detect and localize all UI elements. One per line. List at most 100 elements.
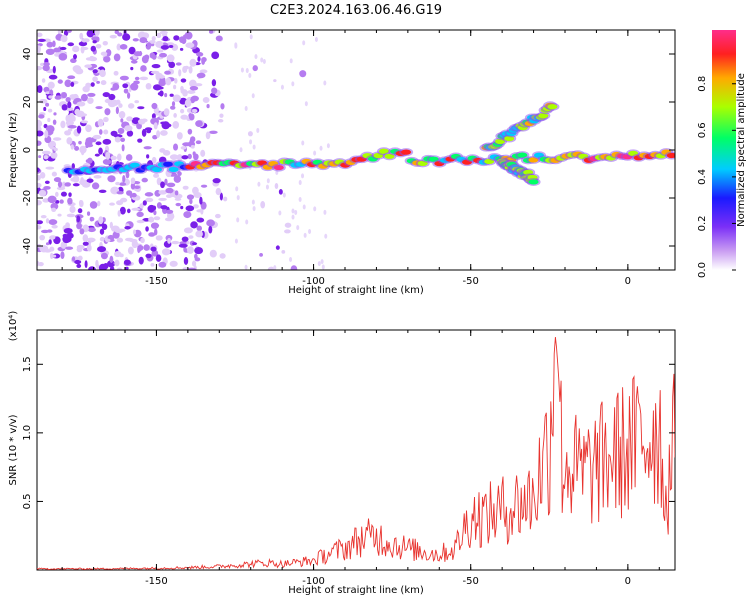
spectrogram-noise-blob [158,197,167,202]
spectrogram-noise-blob [174,190,179,196]
spectrogram-noise-blob [130,177,136,185]
spectrogram-noise-blob [192,108,198,114]
spectrogram-noise-blob [219,253,226,259]
spectrogram-noise-blob [196,72,206,79]
spectrogram-noise-blob [67,128,73,132]
spectrogram-noise-blob [98,147,103,155]
spectrogram-noise-blob [191,186,199,195]
spectrogram-noise-blob [67,197,73,205]
figure-title: C2E3.2024.163.06.46.G19 [270,3,442,18]
spectrogram-noise-blob [61,104,68,111]
spectrogram-noise-blob [57,79,63,84]
spectrogram-noise-blob [92,40,97,44]
spectrogram-noise-blob [37,174,41,181]
spectrogram-noise-blob [70,177,76,182]
spectrogram-noise-blob [179,241,187,245]
spectrogram-noise-blob [194,253,198,260]
spectrogram-noise-blob [89,55,94,59]
spectrogram-noise-blob [145,197,154,203]
spectrogram-noise-blob [58,53,68,61]
spectrogram-noise-blob [86,244,92,252]
spectrogram-noise-blob [76,215,81,223]
spectrogram-noise-blob [132,229,137,235]
spectrogram-noise-blob [313,150,317,156]
spectrogram-noise-blob [39,245,49,253]
spectrogram-noise-blob [133,51,143,57]
spectrogram-noise-blob [314,37,318,43]
spectrogram-noise-blob [154,228,158,236]
spectrogram-noise-blob [68,112,75,121]
spectrogram-noise-blob [67,101,72,109]
spectrogram-noise-blob [266,178,270,184]
spectrogram-noise-blob [257,181,261,187]
spectrogram-noise-blob [139,245,144,251]
spectrogram-noise-blob [84,64,93,68]
spectrogram-noise-blob [79,228,85,235]
spectrogram-noise-blob [37,167,40,173]
spectrogram-noise-blob [86,237,96,243]
colorbar-gradient [712,30,736,270]
spectrogram-noise-blob [211,79,217,87]
spectrogram-noise-blob [280,84,284,90]
spectrogram-noise-blob [303,232,307,238]
spectrogram-noise-blob [145,226,149,232]
spectrogram-noise-blob [189,58,197,67]
spectrogram-noise-blob [168,45,174,49]
spectrogram-noise-blob [113,70,119,76]
spectrogram-noise-blob [150,70,160,74]
spectrogram-noise-blob [118,103,123,108]
spectrogram-noise-blob [298,180,302,186]
spectrogram-noise-blob [37,38,46,42]
spectrogram-noise-blob [260,201,266,209]
spectrogram-noise-blob [82,85,90,93]
spectrogram-noise-blob [169,260,178,267]
spectrogram-noise-blob [185,205,195,212]
spectrogram-noise-blob [43,62,50,67]
spectrogram-noise-blob [60,241,68,249]
spectrogram-noise-blob [60,191,67,197]
spectrogram-noise-blob [70,58,77,64]
spectrogram-noise-blob [100,51,108,56]
spectrogram-noise-blob [128,46,136,55]
spectrogram-noise-blob [196,225,202,232]
spectrogram-noise-blob [168,61,176,69]
spectrogram-noise-blob [95,106,103,110]
spectrogram-noise-blob [211,87,218,95]
spectrogram-noise-blob [49,246,55,252]
spectrogram-noise-blob [148,232,156,237]
spectrogram-noise-blob [156,49,164,53]
spectrogram-noise-blob [112,82,120,91]
spectrogram-noise-blob [63,227,73,234]
spectrogram-noise-blob [116,228,126,232]
colorbar-ticks: 0.0 0.2 0.4 0.6 0.8 [697,76,736,278]
spectrogram-noise-blob [59,199,64,204]
spectrogram-noise-blob [145,82,152,90]
spectrogram-noise-blob [189,85,199,91]
spectrogram-noise-blob [86,30,95,38]
spectrogram-noise-blob [45,125,55,133]
spectrogram-y-tick-label: 40 [22,48,33,61]
spectrogram-noise-blob [87,157,93,164]
spectrogram-noise-blob [165,123,172,128]
spectrogram-noise-blob [156,177,162,186]
spectrogram-noise-blob [37,130,44,137]
spectrogram-x-label: Height of straight line (km) [288,285,424,296]
spectrogram-noise-blob [174,78,178,84]
snr-x-tick-label: -50 [463,576,479,587]
spectrogram-noise-blob [48,74,58,80]
spectrogram-noise-blob [90,82,95,87]
spectrogram-noise-blob [114,136,121,143]
spectrogram-noise-blob [136,211,144,218]
spectrogram-noise-blob [187,153,192,160]
spectrogram-noise-blob [137,138,143,143]
spectrogram-noise-blob [130,182,136,190]
spectrogram-noise-blob [120,137,126,142]
spectrogram-track-blob [401,149,412,155]
spectrogram-noise-blob [183,227,193,234]
spectrogram-noise-blob [37,65,43,71]
spectrogram-noise-blob [115,181,121,186]
spectrogram-noise-blob [81,181,91,188]
colorbar-tick-label: 0.2 [697,215,708,231]
spectrogram-noise-blob [52,119,57,125]
spectrogram-noise-blob [245,219,249,225]
